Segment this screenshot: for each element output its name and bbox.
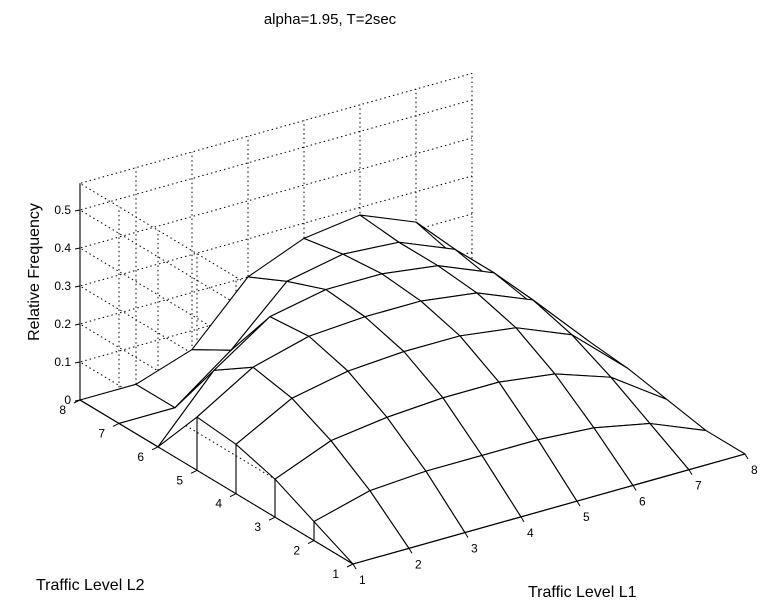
x-tick-mark-2 bbox=[408, 548, 413, 554]
grid-line-z-4 bbox=[78, 137, 473, 413]
z-tick-label-4: 0.4 bbox=[54, 241, 71, 255]
z-tick-mark-1 bbox=[74, 361, 81, 364]
x-tick-mark-8 bbox=[744, 453, 749, 460]
y-tick-mark-3 bbox=[268, 516, 276, 521]
y-tick-label-2: 2 bbox=[293, 544, 300, 558]
x-tick-mark-4 bbox=[520, 516, 525, 523]
z-tick-label-1: 0.1 bbox=[54, 355, 71, 369]
y-tick-mark-2 bbox=[307, 540, 315, 545]
z-tick-mark-5 bbox=[74, 209, 81, 212]
z-tick-label-5: 0.5 bbox=[54, 203, 71, 217]
x-tick-label-7: 7 bbox=[695, 479, 702, 493]
x-tick-mark-3 bbox=[464, 532, 469, 538]
y-tick-mark-5 bbox=[190, 469, 198, 474]
x-tick-label-8: 8 bbox=[751, 463, 758, 477]
z-tick-mark-3 bbox=[74, 285, 81, 288]
y-tick-mark-7 bbox=[112, 422, 120, 427]
z-tick-mark-4 bbox=[74, 247, 81, 250]
z-tick-mark-0 bbox=[74, 399, 81, 402]
x-axis-line bbox=[352, 453, 746, 565]
y-tick-label-7: 7 bbox=[98, 426, 105, 440]
x-tick-label-1: 1 bbox=[359, 573, 366, 587]
x-tick-label-3: 3 bbox=[471, 542, 478, 556]
y-tick-mark-1 bbox=[346, 563, 354, 568]
grid-line-z-3 bbox=[78, 175, 473, 451]
surface-mesh bbox=[79, 214, 746, 565]
z-tick-label-3: 0.3 bbox=[54, 279, 71, 293]
y-tick-label-6: 6 bbox=[137, 450, 144, 464]
x-tick-label-6: 6 bbox=[639, 494, 646, 508]
y-tick-label-1: 1 bbox=[332, 567, 339, 581]
z-tick-mark-2 bbox=[74, 323, 81, 326]
y-tick-label-8: 8 bbox=[59, 403, 66, 417]
z-tick-label-2: 0.2 bbox=[54, 317, 71, 331]
z-tick-label-0: 0 bbox=[64, 393, 71, 407]
grid-line-top bbox=[78, 72, 473, 348]
z-axis-title: Relative Frequency bbox=[26, 203, 43, 341]
x-tick-mark-7 bbox=[688, 469, 693, 475]
chart-title: alpha=1.95, T=2sec bbox=[264, 11, 397, 28]
y-tick-mark-6 bbox=[151, 446, 159, 451]
y-tick-label-3: 3 bbox=[254, 520, 261, 534]
x-tick-mark-6 bbox=[632, 485, 637, 491]
y-tick-label-5: 5 bbox=[176, 473, 183, 487]
y-axis-title: Traffic Level L2 bbox=[36, 577, 145, 594]
x-tick-label-4: 4 bbox=[527, 526, 534, 540]
y-tick-label-4: 4 bbox=[215, 497, 222, 511]
grid-line-z-5 bbox=[78, 99, 473, 375]
y-axis-line bbox=[79, 399, 354, 565]
axes bbox=[79, 183, 746, 565]
x-tick-mark-1 bbox=[352, 563, 357, 570]
x-tick-label-5: 5 bbox=[583, 510, 590, 524]
x-tick-label-2: 2 bbox=[415, 557, 422, 571]
x-axis-title: Traffic Level L1 bbox=[528, 584, 637, 601]
x-tick-mark-5 bbox=[576, 500, 581, 507]
y-tick-mark-4 bbox=[229, 493, 237, 498]
